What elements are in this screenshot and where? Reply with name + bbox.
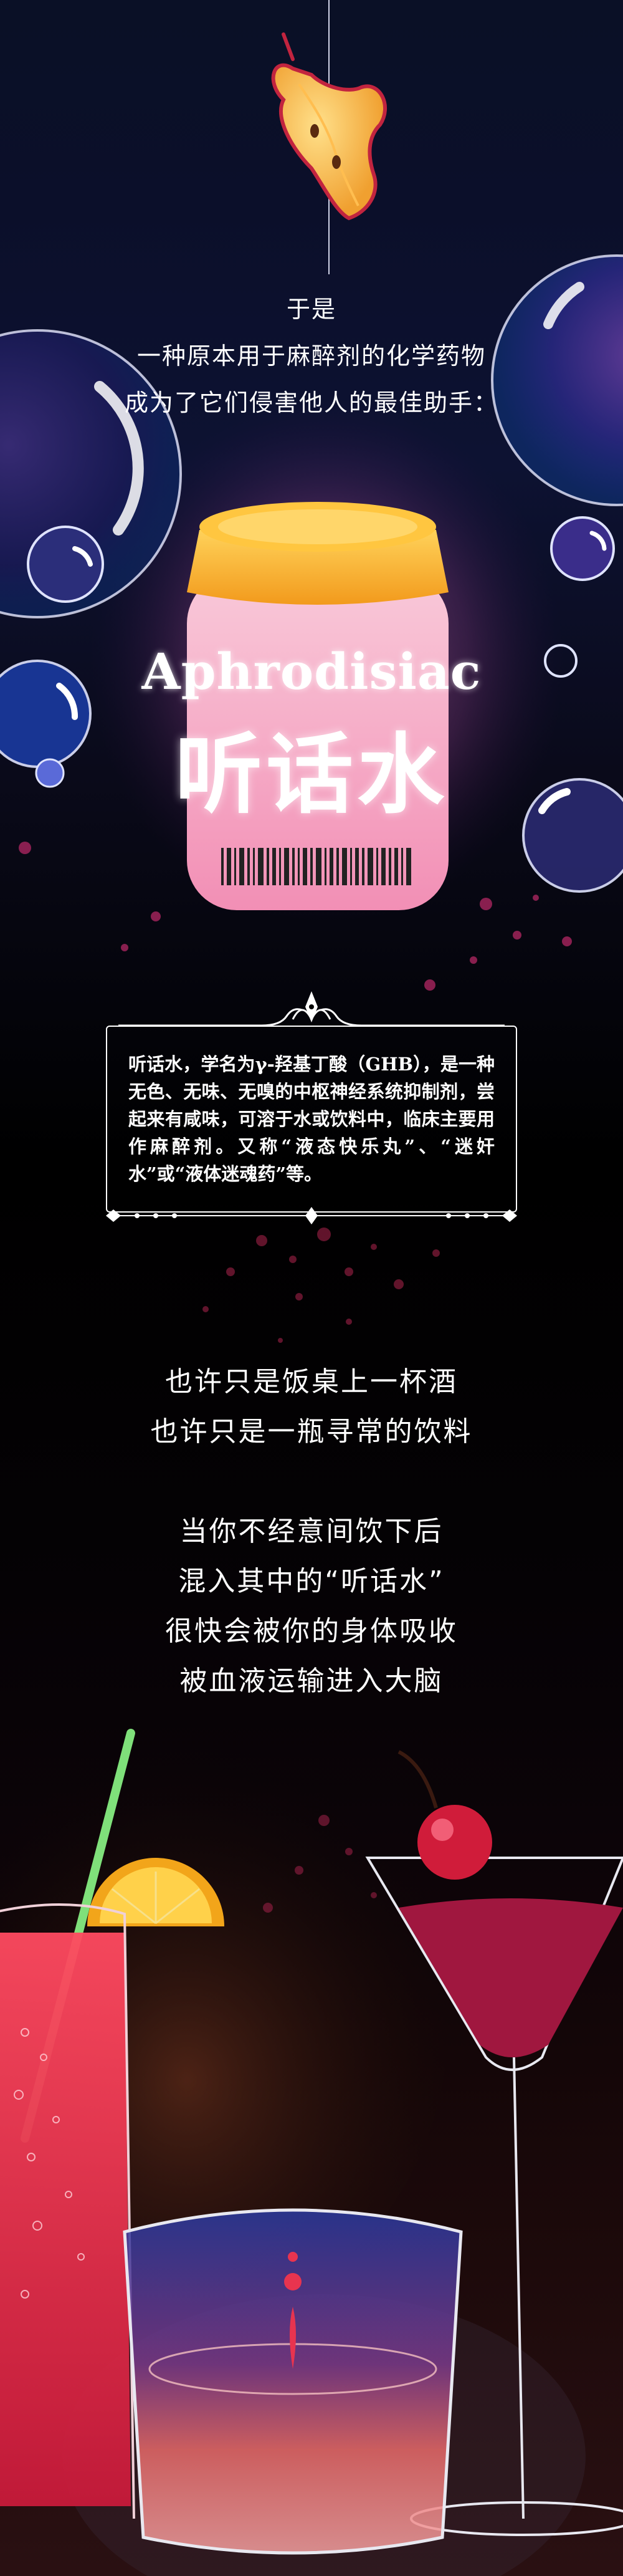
definition-text: 听话水，学名为γ-羟基丁酸（GHB），是一种无色、无味、无嗅的中枢神经系统抑制剂… [128,1054,495,1185]
story1-line-2: 也许只是一瓶寻常的饮料 [150,1416,473,1448]
top-illustration [0,0,623,991]
intro-line-1: 于是 [286,296,336,323]
story2-line-1: 当你不经意间饮下后 [179,1516,444,1547]
bottle-label-en: Aphrodisiac [141,642,482,701]
intro-line-3: 成为了它们侵害他人的最佳助手： [124,389,498,416]
bubble-left-icon [0,329,182,788]
story1-line-1: 也许只是饭桌上一杯酒 [165,1366,458,1398]
cherry-icon [397,1750,492,1880]
apple-core-icon [271,32,388,221]
story2-line-3: 很快会被你的身体吸收 [165,1615,458,1647]
intro-line-2: 一种原本用于麻醉剂的化学药物 [136,342,486,370]
lemon-slice-icon [87,1858,224,1926]
rocks-glass-icon [123,2208,463,2555]
story2-line-4: 被血液运输进入大脑 [179,1665,444,1697]
ornament-bottom [106,1207,517,1224]
bottle-icon [187,502,449,910]
ornament-top [118,991,505,1027]
middle-bokeh [202,1228,440,1343]
red-drink-glass-icon [0,1903,135,2519]
bokeh-dots [19,842,572,991]
bubble-right-icon [491,254,623,893]
barcode-icon [221,848,411,885]
cocktail-glass-icon [365,1857,623,2536]
drinks-illustration [0,1721,623,2576]
bottle-label-cn: 听话水 [174,724,448,826]
definition-box: 听话水，学名为γ-羟基丁酸（GHB），是一种无色、无味、无嗅的中枢神经系统抑制剂… [106,1026,517,1213]
story2-line-2: 混入其中的“听话水” [178,1565,445,1597]
